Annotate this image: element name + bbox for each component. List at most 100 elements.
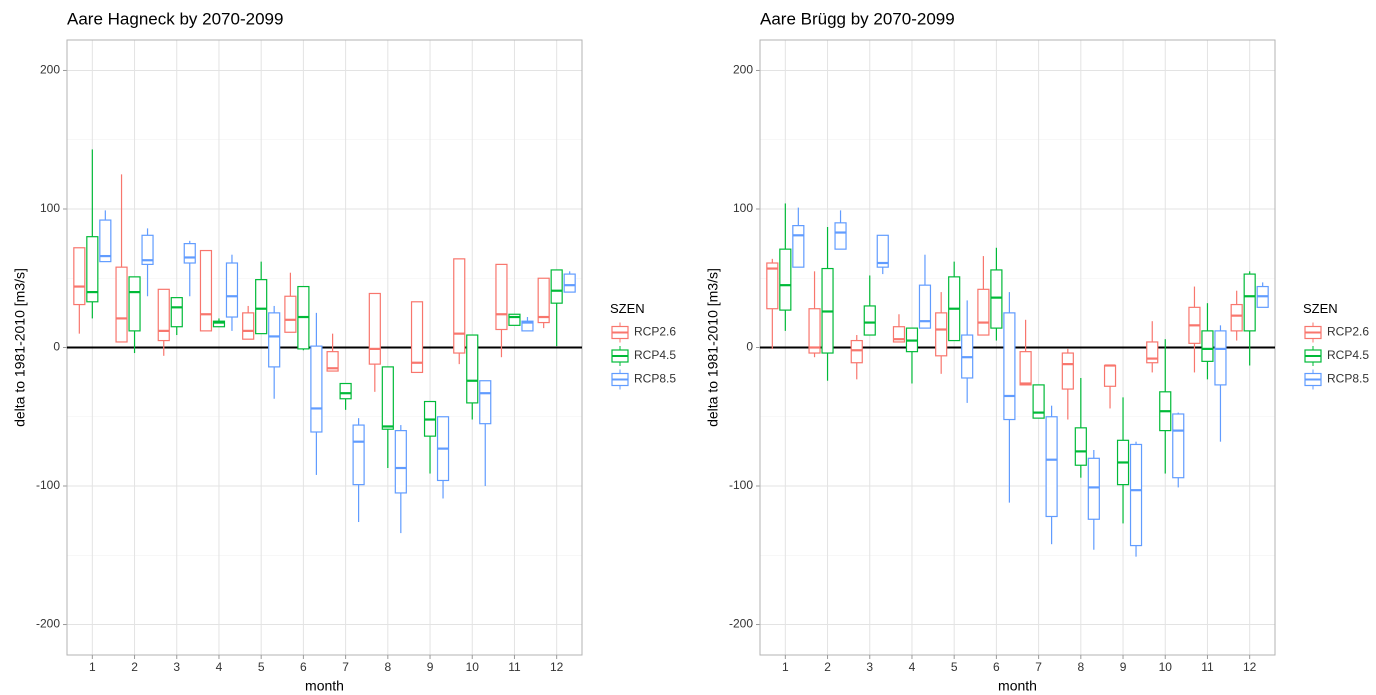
- box: [368, 292, 381, 392]
- box-body: [1243, 273, 1256, 332]
- legend-label: RCP8.5: [634, 372, 676, 386]
- y-tick-label: -200: [36, 617, 60, 631]
- box-body: [141, 234, 154, 265]
- box: [297, 285, 310, 351]
- x-tick-label: 5: [951, 660, 958, 674]
- box: [1116, 397, 1130, 524]
- box: [876, 234, 889, 275]
- box-body: [1032, 384, 1045, 419]
- box: [225, 254, 239, 331]
- box-body: [394, 430, 407, 494]
- y-tick-label: 100: [733, 201, 753, 215]
- box: [115, 174, 128, 343]
- box-body: [368, 292, 381, 365]
- y-tick-label: 0: [53, 340, 60, 354]
- box: [905, 327, 919, 384]
- box-body: [563, 273, 576, 293]
- box: [479, 380, 492, 487]
- box-body: [1045, 416, 1058, 518]
- box-body: [268, 312, 281, 368]
- box: [550, 269, 563, 347]
- box-body: [935, 312, 948, 357]
- box: [466, 334, 479, 420]
- box-body: [508, 313, 521, 326]
- box-body: [1061, 352, 1074, 390]
- box-body: [99, 219, 112, 263]
- box: [73, 247, 86, 334]
- box-body: [1003, 312, 1016, 421]
- box-body: [339, 382, 352, 400]
- x-tick-label: 8: [384, 660, 391, 674]
- box-body: [863, 305, 876, 336]
- box: [1003, 292, 1016, 503]
- box-body: [199, 249, 213, 332]
- y-tick-label: -200: [729, 617, 753, 631]
- legend-label: RCP2.6: [1327, 325, 1369, 339]
- box-body: [550, 269, 563, 304]
- box: [1129, 441, 1143, 557]
- box: [141, 228, 154, 297]
- box-body: [990, 269, 1003, 329]
- box-body: [495, 263, 508, 331]
- box-body: [225, 262, 239, 318]
- box: [339, 382, 352, 410]
- box: [808, 271, 821, 358]
- x-tick-label: 3: [173, 660, 180, 674]
- box: [436, 416, 450, 499]
- box: [183, 240, 196, 297]
- box-body: [310, 345, 323, 433]
- box: [128, 276, 141, 354]
- box: [863, 275, 876, 336]
- box: [268, 305, 281, 399]
- box: [935, 292, 948, 374]
- box: [521, 317, 534, 332]
- box-body: [381, 366, 394, 430]
- box: [199, 249, 213, 332]
- box-body: [876, 234, 889, 268]
- box: [255, 261, 268, 335]
- box-body: [1230, 303, 1243, 332]
- box-body: [892, 326, 906, 343]
- box-body: [326, 351, 339, 372]
- x-tick-label: 6: [300, 660, 307, 674]
- x-axis-label: month: [998, 678, 1037, 694]
- box: [495, 263, 508, 358]
- box-body: [850, 339, 863, 364]
- box-body: [212, 320, 226, 328]
- box-body: [157, 288, 170, 342]
- box-body: [242, 312, 255, 340]
- box: [1032, 384, 1045, 419]
- x-tick-label: 1: [782, 660, 789, 674]
- x-tick-label: 7: [342, 660, 349, 674]
- box: [990, 247, 1003, 341]
- box: [563, 271, 576, 293]
- box-body: [834, 222, 847, 250]
- box: [212, 318, 226, 328]
- chart-title: Aare Brügg by 2070-2099: [760, 9, 955, 28]
- box: [821, 226, 834, 381]
- box-body: [1129, 443, 1143, 547]
- box-body: [170, 297, 183, 328]
- x-tick-label: 8: [1077, 660, 1084, 674]
- box: [1074, 377, 1087, 478]
- x-tick-label: 2: [131, 660, 138, 674]
- box: [86, 149, 99, 319]
- x-tick-label: 9: [1120, 660, 1127, 674]
- box: [1087, 450, 1100, 550]
- box-body: [352, 424, 365, 486]
- x-tick-label: 4: [909, 660, 916, 674]
- box: [792, 207, 805, 268]
- box: [508, 313, 521, 326]
- box: [1243, 271, 1256, 366]
- box: [850, 335, 863, 380]
- box-body: [779, 248, 792, 311]
- chart-title: Aare Hagneck by 2070-2099: [67, 9, 283, 28]
- box: [157, 288, 170, 356]
- box: [1230, 290, 1243, 341]
- box-body: [453, 258, 466, 354]
- box: [1019, 319, 1032, 386]
- box: [1045, 405, 1058, 545]
- box-body: [1074, 427, 1087, 466]
- box: [779, 203, 792, 331]
- box-body: [1201, 330, 1214, 362]
